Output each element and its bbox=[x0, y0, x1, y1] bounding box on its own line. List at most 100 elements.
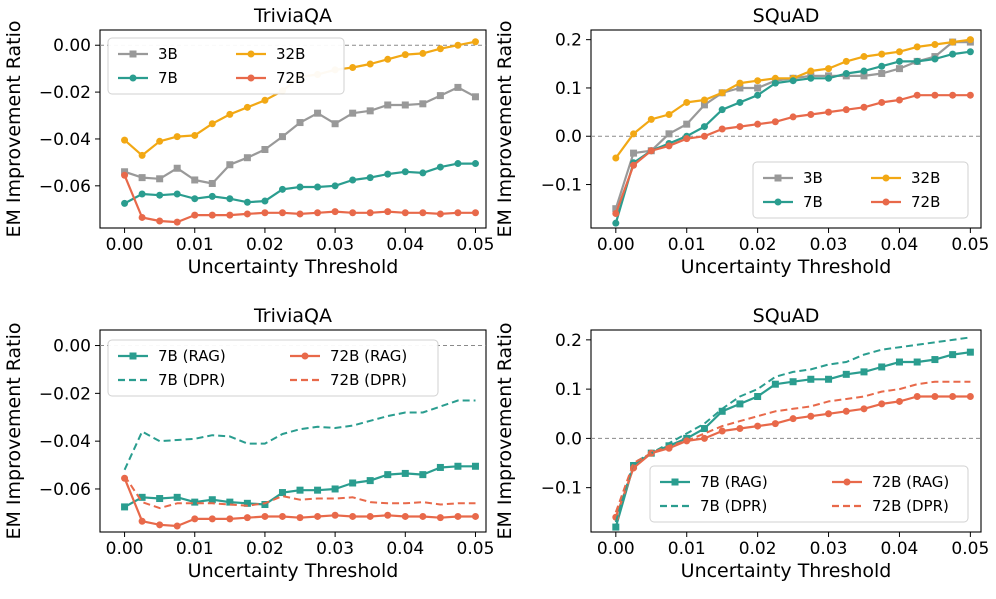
data-point bbox=[647, 115, 655, 123]
data-point bbox=[647, 147, 655, 155]
data-point bbox=[436, 92, 444, 100]
data-point bbox=[878, 69, 886, 77]
series-72b-dpr bbox=[614, 380, 971, 513]
data-point bbox=[771, 74, 779, 82]
data-point bbox=[349, 479, 357, 487]
data-point bbox=[471, 209, 479, 217]
data-point bbox=[191, 515, 199, 523]
chart-panel-1: TriviaQA 0.00 0.01 0.02 0.03 0.04 0.05 0.00 −0.0… bbox=[3, 5, 494, 278]
y-tick-label: 0.1 bbox=[555, 79, 582, 99]
data-point bbox=[825, 108, 833, 116]
data-point bbox=[931, 55, 939, 63]
data-point bbox=[296, 183, 304, 191]
data-point bbox=[401, 469, 409, 477]
data-point bbox=[454, 512, 462, 520]
data-point bbox=[471, 462, 479, 470]
data-point bbox=[436, 463, 444, 471]
chart-title: SQuAD bbox=[753, 305, 820, 327]
legend-label: 7B (DPR) bbox=[700, 497, 767, 515]
x-tick-label: 0.03 bbox=[810, 235, 848, 255]
data-point bbox=[736, 98, 744, 106]
data-point bbox=[384, 471, 392, 479]
data-point bbox=[243, 499, 251, 507]
data-point bbox=[966, 393, 974, 401]
data-point bbox=[419, 471, 427, 479]
data-point bbox=[296, 514, 304, 522]
legend-marker bbox=[129, 50, 137, 58]
data-point bbox=[384, 170, 392, 178]
data-point bbox=[173, 493, 181, 501]
data-point bbox=[366, 60, 374, 68]
x-axis-label: Uncertainty Threshold bbox=[188, 256, 399, 278]
y-tick-label: 0.2 bbox=[555, 31, 582, 51]
legend-item: 7B (RAG) bbox=[660, 473, 768, 491]
x-tick-label: 0.01 bbox=[176, 235, 214, 255]
legend-frame bbox=[107, 37, 345, 95]
data-point bbox=[949, 351, 957, 359]
data-point bbox=[366, 512, 374, 520]
series-72b-rag bbox=[121, 474, 479, 530]
legend-item: 7B bbox=[763, 193, 823, 211]
x-tick-label: 0.03 bbox=[810, 539, 848, 559]
legend-label: 7B bbox=[158, 69, 178, 87]
data-point bbox=[878, 400, 886, 408]
data-point bbox=[665, 142, 673, 150]
legend-frame bbox=[649, 465, 969, 523]
series-line bbox=[614, 380, 971, 513]
data-point bbox=[789, 77, 797, 85]
data-point bbox=[278, 512, 286, 520]
data-point bbox=[771, 79, 779, 87]
data-point bbox=[384, 208, 392, 216]
data-point bbox=[700, 101, 708, 109]
data-point bbox=[138, 151, 146, 159]
legend-frame bbox=[752, 161, 969, 219]
legend: 3B 32B 7B 72B bbox=[107, 37, 345, 95]
legend-marker bbox=[774, 198, 782, 206]
data-point bbox=[931, 40, 939, 48]
data-point bbox=[966, 48, 974, 56]
chart-panel-3: TriviaQA 0.00 0.01 0.02 0.03 0.04 0.05 0.00 −0.0… bbox=[3, 305, 494, 582]
legend-marker bbox=[882, 174, 890, 182]
data-point bbox=[191, 176, 199, 184]
data-point bbox=[949, 91, 957, 99]
chart-panel-4: SQuAD 0.00 0.01 0.02 0.03 0.04 0.05 0.2 0.1 0.0 −0… bbox=[494, 305, 989, 582]
data-point bbox=[754, 77, 762, 85]
data-point bbox=[700, 434, 708, 442]
data-point bbox=[895, 397, 903, 405]
data-point bbox=[895, 65, 903, 73]
data-point bbox=[789, 378, 797, 386]
data-point bbox=[718, 106, 726, 114]
data-point bbox=[366, 174, 374, 182]
data-point bbox=[226, 498, 234, 506]
data-point bbox=[718, 125, 726, 133]
data-point bbox=[612, 205, 620, 213]
data-point bbox=[471, 512, 479, 520]
data-point bbox=[754, 91, 762, 99]
y-tick-label: 0.00 bbox=[53, 36, 91, 56]
data-point bbox=[949, 50, 957, 58]
data-point bbox=[156, 137, 164, 145]
data-point bbox=[771, 380, 779, 388]
data-point bbox=[401, 101, 409, 109]
plot-frame bbox=[590, 29, 982, 229]
data-point bbox=[842, 370, 850, 378]
plot-frame bbox=[99, 29, 487, 229]
data-point bbox=[296, 210, 304, 218]
data-point bbox=[314, 512, 322, 520]
plot-frame bbox=[99, 329, 487, 533]
data-point bbox=[156, 521, 164, 529]
data-point bbox=[349, 176, 357, 184]
y-axis-label: EM Improvement Ratio bbox=[494, 20, 516, 237]
x-tick-label: 0.02 bbox=[246, 235, 284, 255]
data-point bbox=[612, 154, 620, 162]
data-point bbox=[278, 489, 286, 497]
data-point bbox=[208, 515, 216, 523]
data-point bbox=[825, 65, 833, 73]
data-point bbox=[278, 185, 286, 193]
data-point bbox=[331, 182, 339, 190]
data-point bbox=[121, 171, 129, 179]
y-tick-label: 0.0 bbox=[555, 127, 582, 147]
data-point bbox=[736, 84, 744, 92]
data-point bbox=[384, 55, 392, 63]
